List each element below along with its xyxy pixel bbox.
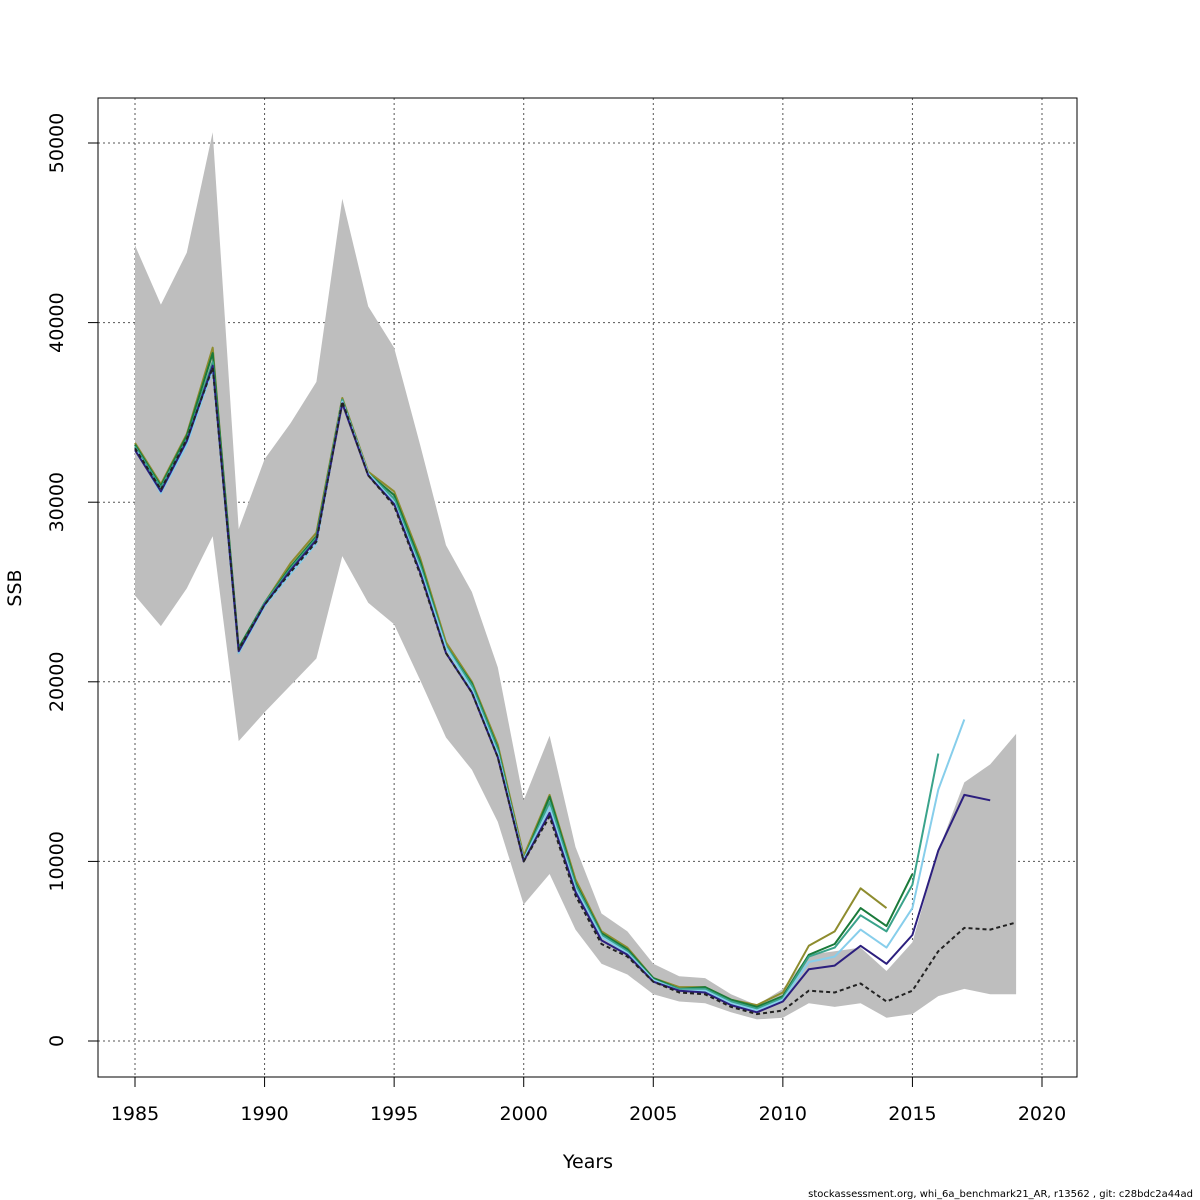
y-tick-label-4: 40000 <box>46 292 68 352</box>
x-tick-label-5: 2010 <box>759 1103 807 1125</box>
x-tick-label-3: 2000 <box>500 1103 548 1125</box>
series-layer <box>134 346 1017 1016</box>
y-axis-title: SSB <box>4 569 26 606</box>
x-axis: 1985 1990 1995 2000 2005 2010 2015 2020 <box>111 1076 1066 1125</box>
series-line-3 <box>134 361 940 1010</box>
x-tick-label-1: 1990 <box>240 1103 288 1125</box>
series-line-2 <box>134 368 966 1012</box>
y-tick-label-3: 30000 <box>46 472 68 532</box>
x-tick-label-2: 1995 <box>370 1103 418 1125</box>
x-tick-label-7: 2020 <box>1018 1103 1066 1125</box>
x-tick-label-4: 2005 <box>629 1103 677 1125</box>
grid <box>98 98 1077 1077</box>
x-axis-title: Years <box>562 1151 613 1173</box>
series-line-0 <box>134 366 1017 1016</box>
y-axis: 0 10000 20000 30000 40000 50000 <box>46 113 99 1047</box>
y-tick-label-1: 10000 <box>46 831 68 891</box>
y-tick-label-0: 0 <box>46 1035 68 1047</box>
footer-caption: stockassessment.org, whi_6a_benchmark21_… <box>808 1189 1193 1200</box>
series-line-1 <box>134 364 991 1014</box>
x-tick-label-6: 2015 <box>888 1103 936 1125</box>
confidence-band-layer <box>135 132 1017 1020</box>
x-tick-label-0: 1985 <box>111 1103 159 1125</box>
y-tick-label-2: 20000 <box>46 652 68 712</box>
confidence-band <box>135 132 1017 1020</box>
y-tick-label-5: 50000 <box>46 113 68 173</box>
